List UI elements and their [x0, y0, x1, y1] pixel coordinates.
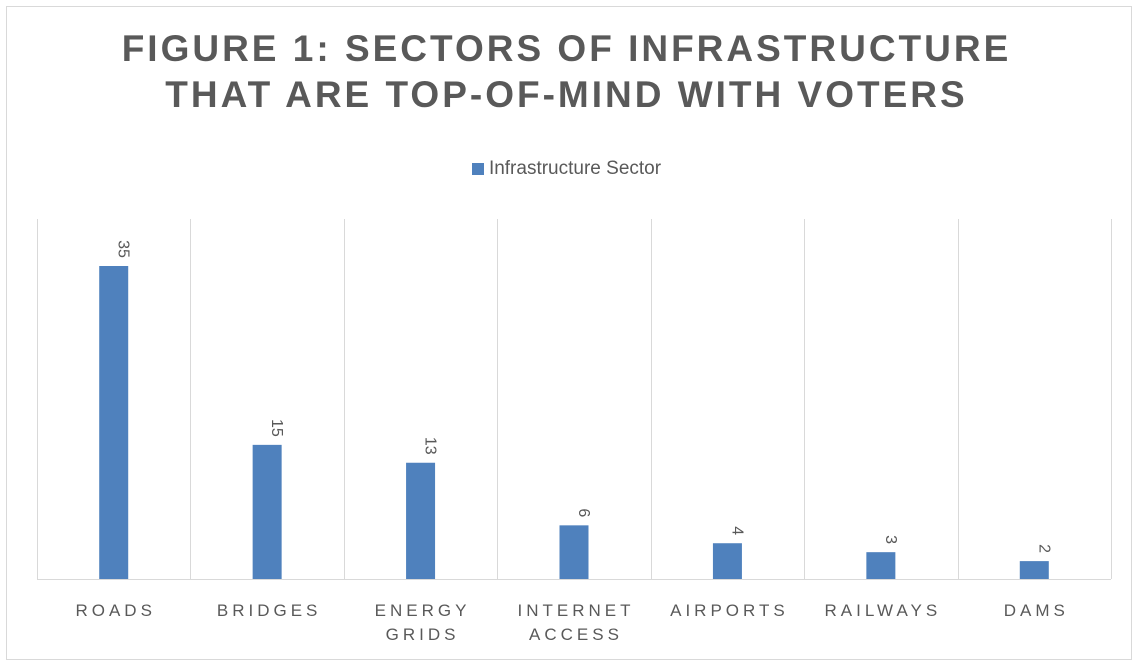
- chart-title-line-1: FIGURE 1: SECTORS OF INFRASTRUCTURE: [121, 28, 1012, 69]
- data-label: 3: [882, 535, 899, 544]
- chart-title-line-2: THAT ARE TOP-OF-MIND WITH VOTERS: [165, 74, 968, 115]
- data-label: 15: [268, 419, 285, 437]
- bar: [712, 543, 742, 579]
- category-label: AIRPORTS: [670, 601, 789, 620]
- legend-swatch: [471, 163, 484, 175]
- category-label: ENERGY: [375, 601, 471, 620]
- chart-title: FIGURE 1: SECTORS OF INFRASTRUCTURE THAT…: [0, 26, 1133, 118]
- category-label: BRIDGES: [217, 601, 322, 620]
- data-label: 4: [728, 526, 745, 535]
- bar: [99, 266, 129, 579]
- category-label: ROADS: [75, 601, 155, 620]
- category-label: INTERNET: [518, 601, 635, 620]
- bar: [252, 444, 282, 579]
- data-label: 13: [422, 437, 439, 455]
- data-label: 2: [1035, 544, 1052, 553]
- bar: [559, 525, 589, 579]
- bar: [1019, 561, 1049, 579]
- category-label: ACCESS: [529, 625, 623, 644]
- bar: [406, 462, 436, 579]
- legend-label: Infrastructure Sector: [488, 158, 662, 179]
- category-label: GRIDS: [386, 625, 460, 644]
- data-label: 35: [115, 240, 132, 258]
- category-label: RAILWAYS: [825, 601, 942, 620]
- chart-legend: Infrastructure Sector: [0, 158, 1133, 180]
- data-label: 6: [575, 508, 592, 517]
- category-label: DAMS: [1004, 601, 1069, 620]
- bar: [866, 552, 896, 579]
